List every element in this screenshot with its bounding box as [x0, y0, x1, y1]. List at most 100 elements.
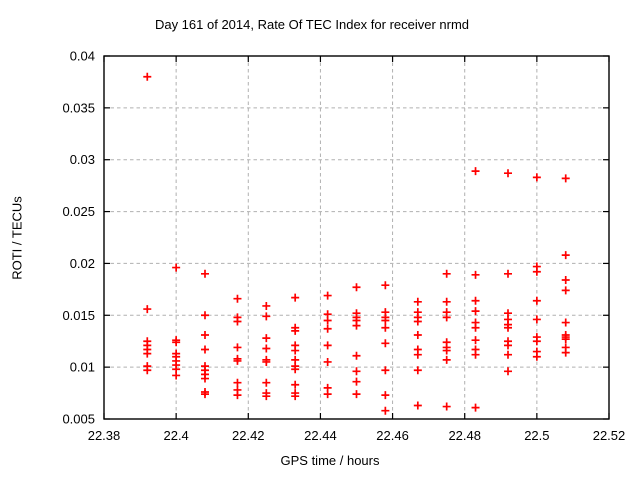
y-tick-label: 0.01 [70, 360, 95, 375]
x-axis-label: GPS time / hours [280, 453, 380, 468]
data-point-marker [233, 378, 242, 387]
data-point-marker [352, 377, 361, 386]
data-point-marker [172, 338, 181, 347]
data-point-marker [532, 173, 541, 182]
y-tick-label: 0.025 [62, 204, 95, 219]
data-point-marker [471, 403, 480, 412]
data-point-marker [352, 367, 361, 376]
data-point-marker [262, 301, 271, 310]
data-point-marker [323, 341, 332, 350]
data-point-marker [471, 336, 480, 345]
data-point-marker [233, 343, 242, 352]
data-point-marker [233, 317, 242, 326]
data-point-marker [442, 269, 451, 278]
data-point-marker [291, 326, 300, 335]
data-point-marker [532, 267, 541, 276]
data-point-marker [413, 317, 422, 326]
data-point-marker [504, 367, 512, 376]
data-point-marker [561, 348, 570, 357]
data-point-marker [381, 316, 390, 325]
data-point-marker [504, 350, 512, 359]
data-point-marker [561, 174, 570, 183]
data-point-marker [471, 296, 480, 305]
data-point-marker [323, 291, 332, 300]
data-point-marker [471, 270, 480, 279]
y-axis-label: ROTI / TECUs [9, 196, 25, 280]
data-point-marker [323, 316, 332, 325]
data-point-marker [442, 297, 451, 306]
data-point-marker [471, 307, 480, 316]
data-point-marker [413, 297, 422, 306]
data-point-marker [143, 366, 152, 375]
data-point-marker [262, 357, 271, 366]
data-point-marker [352, 351, 361, 360]
data-point-marker [323, 390, 332, 399]
data-point-marker [143, 305, 152, 314]
tick-labels: 22.38 22.4 22.42 22.44 22.46 22.48 22.5 22.52 0.… [62, 49, 625, 444]
data-point-marker [504, 341, 512, 350]
data-point-marker [291, 380, 300, 389]
data-point-marker [262, 378, 271, 387]
data-point-marker [532, 352, 541, 361]
data-point-marker [442, 313, 451, 322]
data-point-marker [532, 337, 541, 346]
data-point-marker [291, 392, 300, 401]
y-tick-label: 0.03 [70, 152, 95, 167]
x-tick-label: 22.42 [232, 428, 265, 443]
plot-border [103, 55, 610, 420]
y-tick-label: 0.035 [62, 100, 95, 115]
data-point-marker [381, 323, 390, 332]
data-point-marker [233, 356, 242, 365]
data-point-marker [262, 392, 271, 401]
x-tick-label: 22.52 [593, 428, 626, 443]
data-point-marker [442, 355, 451, 364]
data-point-marker [323, 324, 332, 333]
data-point-marker [442, 346, 451, 355]
y-tick-label: 0.02 [70, 256, 95, 271]
x-tick-label: 22.44 [304, 428, 337, 443]
data-point-marker [352, 321, 361, 330]
data-point-marker [413, 366, 422, 375]
data-point-marker [471, 323, 480, 332]
data-point-marker [143, 72, 152, 81]
data-point-marker [413, 330, 422, 339]
data-point-marker [532, 296, 541, 305]
x-tick-label: 22.38 [88, 428, 121, 443]
data-point-marker [381, 406, 390, 415]
data-point-marker [201, 374, 209, 383]
data-point-marker [561, 318, 570, 327]
data-point-marker [561, 335, 570, 344]
data-point-marker [143, 349, 152, 358]
data-point-marker [262, 334, 271, 343]
data-point-marker [291, 365, 300, 374]
data-point-marker [504, 169, 512, 178]
data-point-marker [262, 312, 271, 321]
data-point-marker [413, 401, 422, 410]
data-point-marker [504, 323, 512, 332]
data-point-marker [352, 283, 361, 292]
data-point-marker [381, 339, 390, 348]
data-point-marker [561, 251, 570, 260]
y-tick-label: 0.04 [70, 49, 95, 64]
y-tick-label: 0.005 [62, 412, 95, 427]
data-point-marker [352, 390, 361, 399]
data-point-marker [561, 286, 570, 295]
y-tick-label: 0.015 [62, 308, 95, 323]
data-point-marker [233, 294, 242, 303]
data-point-marker [262, 344, 271, 353]
data-point-marker [442, 402, 451, 411]
data-point-marker [413, 350, 422, 359]
data-point-marker [233, 391, 242, 400]
data-point-marker [504, 269, 512, 278]
data-point-marker [381, 366, 390, 375]
x-tick-label: 22.46 [376, 428, 409, 443]
x-tick-label: 22.5 [524, 428, 549, 443]
data-point-marker [532, 315, 541, 324]
data-point-marker [201, 390, 209, 399]
x-tick-label: 22.48 [448, 428, 481, 443]
data-point-marker [291, 293, 300, 302]
data-point-marker [381, 391, 390, 400]
data-point-marker [201, 311, 209, 320]
x-tick-label: 22.4 [163, 428, 188, 443]
